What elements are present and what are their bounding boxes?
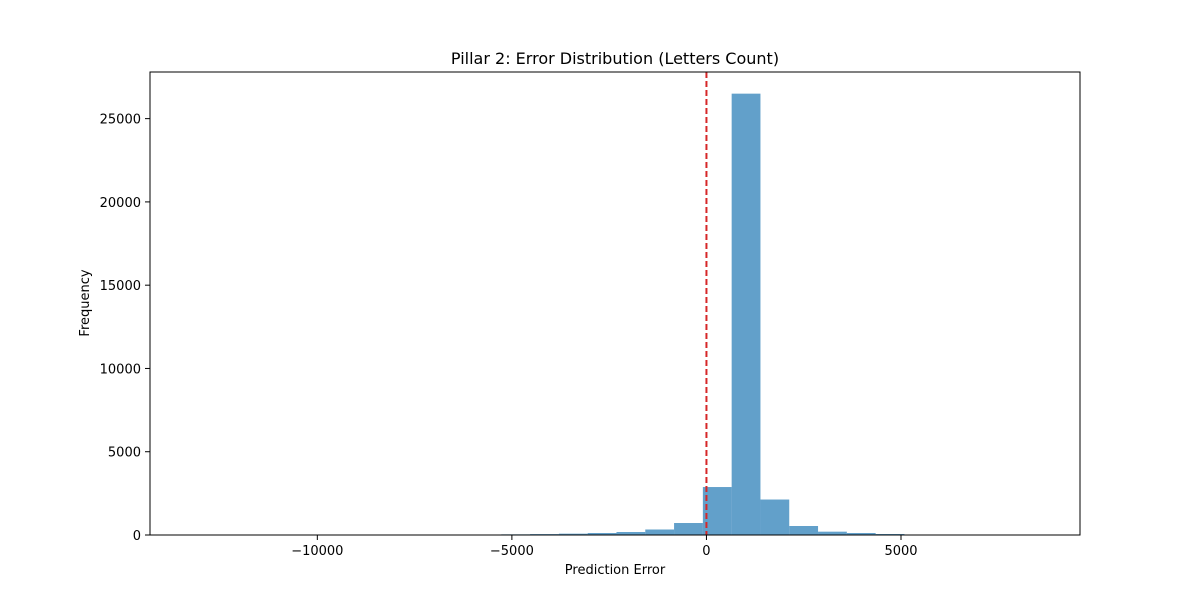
histogram-bar [674, 523, 703, 535]
plot-frame [149, 71, 1081, 536]
y-tick-label: 20000 [100, 196, 141, 211]
chart-title: Pillar 2: Error Distribution (Letters Co… [451, 49, 779, 68]
x-tick-label: 5000 [884, 544, 917, 559]
histogram-bar [616, 532, 646, 535]
histogram-bar [558, 533, 588, 535]
x-axis: −10000 −5000 0 5000 [291, 535, 918, 559]
histogram-bar [587, 533, 617, 535]
y-axis: 0 5000 10000 15000 20000 25000 [100, 113, 150, 544]
x-tick-label: −5000 [490, 544, 534, 559]
x-axis-label: Prediction Error [565, 563, 666, 578]
histogram-bar [818, 531, 847, 535]
x-tick-label: 0 [702, 544, 710, 559]
histogram-bar [846, 533, 876, 535]
y-tick-label: 0 [133, 529, 141, 544]
y-tick-label: 5000 [108, 446, 141, 461]
histogram-bar [760, 499, 790, 535]
bars-group [443, 93, 934, 536]
x-tick-label: −10000 [291, 544, 343, 559]
histogram-bar [645, 529, 675, 535]
histogram-bar [702, 487, 732, 535]
y-axis-label: Frequency [78, 269, 93, 336]
y-tick-label: 10000 [100, 362, 141, 377]
y-tick-label: 25000 [100, 113, 141, 128]
histogram-bar [731, 93, 761, 536]
histogram-bar [789, 526, 819, 535]
y-tick-label: 15000 [100, 279, 141, 294]
